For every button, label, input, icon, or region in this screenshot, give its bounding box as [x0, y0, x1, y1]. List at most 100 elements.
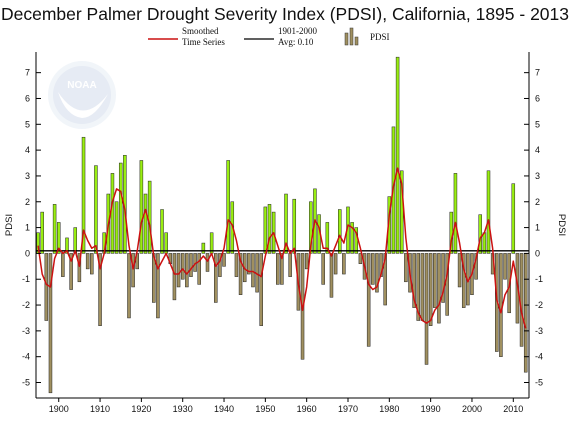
- y-axis-left: -5 -4 -3 -2 -1 0 1 2 3 4 5 6 7: [22, 68, 41, 388]
- pdsi-bar: [342, 253, 346, 275]
- legend-label-smoothed-line1: Smoothed: [182, 26, 219, 36]
- pdsi-bar: [143, 193, 148, 254]
- pdsi-bar: [205, 253, 210, 272]
- y-tick-label-right: 3: [535, 171, 540, 181]
- pdsi-bar: [247, 253, 251, 275]
- pdsi-bar: [395, 56, 400, 254]
- y-tick-label-right: 6: [535, 93, 540, 103]
- legend-label-smoothed-line2: Time Series: [182, 37, 225, 47]
- x-tick-label: 1910: [90, 404, 110, 414]
- y-tick-label-right: 7: [535, 68, 540, 78]
- x-tick-label: 1970: [338, 404, 358, 414]
- pdsi-bar: [81, 136, 86, 254]
- pdsi-bar: [85, 253, 90, 270]
- y-axis-right: -5 -4 -3 -2 -1 0 1 2 3 4 5 6 7: [524, 68, 543, 388]
- pdsi-bar: [486, 170, 491, 254]
- x-tick-label: 1990: [421, 404, 441, 414]
- pdsi-bar: [304, 253, 309, 270]
- svg-text:NOAA: NOAA: [67, 80, 96, 91]
- smoothed-line-group: [37, 167, 527, 329]
- pdsi-bar: [94, 165, 98, 254]
- legend-swatch-pdsi-bar2: [349, 27, 354, 46]
- pdsi-bar: [131, 253, 135, 288]
- y-tick-label-right: 5: [535, 119, 540, 129]
- x-tick-label: 1930: [173, 404, 193, 414]
- pdsi-bar: [321, 253, 325, 285]
- pdsi-bar: [44, 253, 49, 321]
- pdsi-bar: [222, 253, 226, 267]
- pdsi-bar: [267, 204, 272, 254]
- chart-title: December Palmer Drought Severity Index (…: [0, 4, 570, 24]
- y-tick-label-right: 0: [535, 248, 540, 258]
- pdsi-bar: [366, 253, 371, 347]
- pdsi-bar: [503, 253, 507, 280]
- pdsi-bar: [234, 253, 239, 277]
- pdsi-bar: [98, 253, 102, 326]
- pdsi-bar: [412, 253, 416, 308]
- y-tick-label-left: 2: [25, 197, 30, 207]
- legend-label-average-line2: Avg: 0.10: [278, 37, 314, 47]
- pdsi-bar: [441, 253, 445, 303]
- y-tick-label-right: -2: [535, 300, 543, 310]
- pdsi-bar: [371, 253, 375, 285]
- y-tick-label-right: -3: [535, 326, 543, 336]
- pdsi-bar: [263, 206, 268, 254]
- legend-label-average-line1: 1901-2000: [278, 26, 317, 36]
- pdsi-bar: [214, 253, 218, 303]
- pdsi-bar: [176, 253, 181, 288]
- y-tick-label-left: 0: [25, 248, 30, 258]
- pdsi-bar: [379, 253, 383, 277]
- pdsi-bar: [56, 222, 61, 254]
- pdsi-bar: [77, 253, 82, 283]
- y-tick-label-left: 5: [25, 119, 30, 129]
- x-axis: 1900 1910 1920 1930 1940 1950 1960 1970 1980 1990…: [49, 398, 523, 414]
- pdsi-bars: [36, 56, 528, 394]
- pdsi-bar: [461, 253, 466, 308]
- pdsi-bar: [325, 222, 330, 254]
- pdsi-bar: [127, 253, 131, 319]
- pdsi-bar: [329, 253, 334, 298]
- y-tick-label-left: -5: [22, 378, 30, 388]
- y-tick-label-left: 4: [25, 145, 30, 155]
- y-tick-label-left: -4: [22, 352, 30, 362]
- y-tick-label-right: 1: [535, 223, 540, 233]
- pdsi-bar: [358, 253, 363, 264]
- pdsi-bar: [238, 253, 243, 295]
- pdsi-bar: [523, 253, 528, 373]
- pdsi-bar: [73, 227, 77, 254]
- pdsi-bar: [40, 211, 44, 254]
- pdsi-bar: [147, 180, 152, 254]
- pdsi-bar: [172, 253, 177, 301]
- pdsi-bar: [437, 253, 441, 324]
- plot-frame: [35, 52, 530, 399]
- pdsi-bar: [445, 253, 449, 316]
- x-tick-label: 1980: [379, 404, 399, 414]
- x-tick-label: 1900: [49, 404, 69, 414]
- legend-swatch-pdsi-bar3: [354, 36, 359, 46]
- pdsi-bar: [180, 253, 185, 280]
- pdsi-bar: [457, 253, 462, 288]
- pdsi-bar: [118, 162, 123, 254]
- pdsi-bar: [428, 253, 433, 326]
- pdsi-bar: [433, 253, 437, 308]
- pdsi-bar: [350, 222, 354, 254]
- pdsi-bar: [226, 160, 230, 254]
- pdsi-bar: [292, 198, 297, 254]
- pdsi-bar: [280, 253, 284, 285]
- legend-swatch-pdsi-bar1: [344, 32, 349, 46]
- pdsi-bar: [519, 253, 524, 347]
- pdsi-bar: [309, 201, 313, 254]
- y-tick-label-left: -2: [22, 300, 30, 310]
- pdsi-bar: [424, 253, 429, 365]
- pdsi-bar: [218, 253, 222, 277]
- pdsi-bar: [61, 253, 65, 277]
- x-tick-label: 1950: [255, 404, 275, 414]
- pdsi-bar: [478, 214, 482, 254]
- pdsi-bar: [48, 253, 53, 394]
- y-tick-label-left: 3: [25, 171, 30, 181]
- pdsi-bar: [139, 160, 144, 254]
- y-tick-label-right: 4: [535, 145, 540, 155]
- pdsi-bar: [114, 201, 119, 254]
- pdsi-bar: [185, 253, 189, 288]
